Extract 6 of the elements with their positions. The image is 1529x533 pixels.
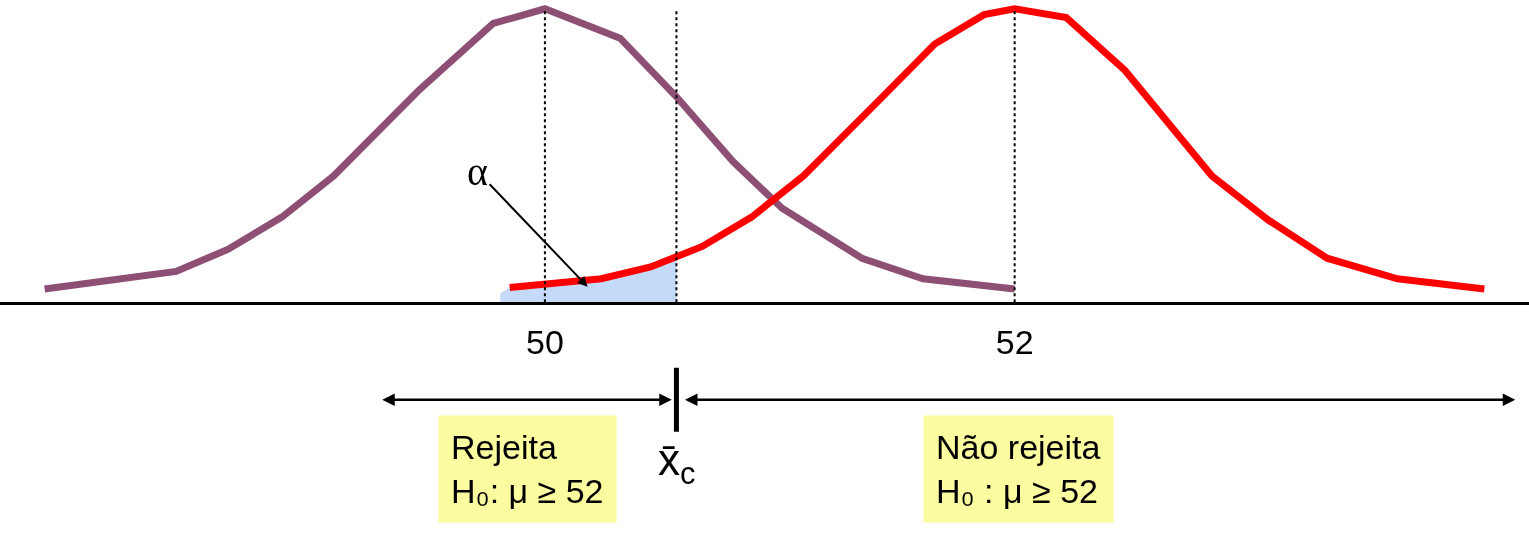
text: Rejeita H₀: μ ≥ 52 bbox=[451, 428, 604, 511]
x-tick-label: 52 bbox=[995, 323, 1034, 362]
ref-line-label: x̄$_{c}$ bbox=[658, 435, 696, 492]
annotation: α bbox=[467, 149, 488, 194]
x-tick-label: 50 bbox=[525, 323, 564, 362]
text: Não rejeita H₀ : μ ≥ 52 bbox=[936, 428, 1101, 511]
